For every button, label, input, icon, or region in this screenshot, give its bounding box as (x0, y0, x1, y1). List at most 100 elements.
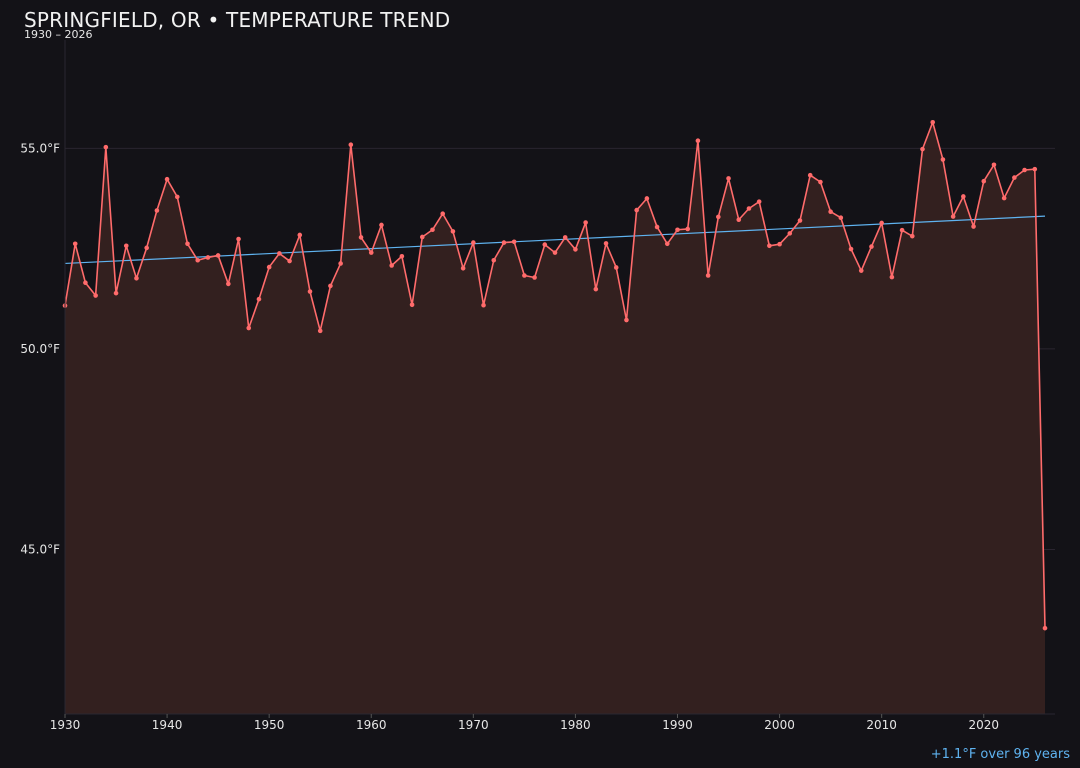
data-point-1976 (532, 275, 537, 280)
data-point-1946 (226, 281, 231, 287)
data-point-1989 (664, 241, 670, 247)
x-tick-label-1950: 1950 (254, 718, 285, 732)
data-point-1931 (72, 241, 78, 247)
data-point-1996 (736, 217, 742, 223)
data-point-2016 (940, 157, 946, 162)
data-point-1954 (307, 289, 313, 294)
data-point-1952 (287, 258, 292, 264)
data-point-1986 (634, 207, 639, 213)
data-point-1957 (338, 261, 343, 266)
data-point-1970 (471, 240, 476, 245)
data-point-2002 (797, 218, 803, 223)
data-point-2007 (848, 246, 854, 252)
data-point-1932 (83, 280, 88, 286)
data-point-1992 (695, 138, 701, 143)
data-point-1983 (603, 241, 609, 246)
data-point-1982 (593, 286, 599, 292)
data-point-1962 (389, 263, 394, 268)
data-point-1935 (113, 290, 119, 296)
x-tick-label-1990: 1990 (662, 718, 693, 732)
data-point-1966 (430, 227, 435, 233)
data-point-1965 (419, 234, 425, 240)
x-tick-label-2020: 2020 (968, 718, 999, 732)
data-point-1945 (215, 253, 221, 258)
data-point-1981 (583, 220, 588, 225)
data-point-1947 (236, 236, 241, 242)
data-point-1985 (624, 317, 629, 323)
data-point-1956 (328, 283, 333, 289)
data-point-1940 (164, 176, 170, 182)
data-point-2023 (1012, 175, 1017, 180)
data-point-2000 (777, 241, 782, 247)
data-point-1967 (440, 211, 446, 217)
y-tick-label-0: 45.0°F (20, 543, 60, 557)
data-point-1980 (573, 247, 578, 252)
data-point-2025 (1032, 166, 1038, 172)
data-point-1995 (726, 176, 731, 181)
data-point-1984 (613, 265, 619, 270)
data-point-1936 (123, 243, 129, 249)
data-point-1998 (756, 199, 762, 204)
data-point-1955 (317, 328, 323, 334)
data-point-1951 (277, 251, 282, 256)
x-tick-label-1930: 1930 (50, 718, 81, 732)
chart-title: SPRINGFIELD, OR • TEMPERATURE TREND (24, 8, 451, 32)
data-point-2018 (961, 194, 966, 199)
data-point-2001 (787, 231, 793, 236)
data-point-1978 (552, 250, 558, 255)
data-point-2020 (981, 178, 987, 184)
data-point-2011 (889, 274, 895, 280)
data-point-2022 (1001, 195, 1007, 201)
data-point-1933 (93, 293, 98, 298)
data-point-1934 (103, 144, 109, 150)
data-point-1937 (134, 276, 139, 281)
data-point-1953 (297, 232, 303, 238)
data-point-1968 (450, 229, 456, 234)
x-tick-label-1970: 1970 (458, 718, 489, 732)
x-tick-label-1960: 1960 (356, 718, 387, 732)
x-tick-label-1940: 1940 (152, 718, 183, 732)
data-point-1991 (685, 226, 691, 232)
data-point-2009 (869, 244, 874, 249)
data-point-1949 (256, 296, 262, 302)
data-point-1943 (195, 257, 201, 263)
data-point-2015 (930, 119, 936, 125)
data-point-2026 (1042, 625, 1048, 631)
temperature-area-fill (65, 122, 1045, 715)
data-point-1942 (185, 241, 190, 247)
data-point-1950 (266, 264, 272, 270)
data-point-1988 (654, 224, 660, 230)
data-point-2019 (971, 224, 976, 229)
data-point-1959 (358, 235, 364, 240)
x-tick-label-2010: 2010 (866, 718, 897, 732)
data-point-1963 (399, 253, 405, 259)
data-point-1973 (501, 240, 507, 245)
data-point-1990 (675, 227, 680, 233)
data-point-1944 (205, 255, 211, 260)
data-point-1964 (409, 302, 415, 308)
data-point-1941 (174, 194, 180, 200)
data-point-1994 (716, 214, 721, 220)
data-point-2004 (818, 179, 823, 185)
data-point-1939 (154, 208, 160, 213)
y-tick-label-1: 50.0°F (20, 342, 60, 356)
data-point-1999 (767, 243, 772, 249)
data-point-1977 (542, 242, 548, 247)
data-point-1961 (379, 222, 384, 228)
data-point-1960 (368, 250, 374, 255)
data-point-1975 (522, 273, 527, 278)
data-point-2024 (1022, 167, 1027, 173)
data-point-1987 (644, 196, 650, 201)
data-point-2012 (899, 227, 905, 233)
x-tick-label-1980: 1980 (560, 718, 591, 732)
data-point-1997 (746, 206, 752, 211)
data-point-2010 (879, 220, 884, 226)
data-points (62, 119, 1048, 631)
data-point-1993 (705, 273, 711, 278)
data-point-1948 (246, 325, 252, 331)
data-point-2017 (950, 214, 956, 219)
data-point-1938 (144, 245, 149, 251)
x-axis-ticks: 1930 1940 1950 1960 1970 1980 1990 2000 2010 2020 (50, 714, 999, 732)
y-axis-ticks: 45.0°F 50.0°F 55.0°F (20, 141, 60, 556)
